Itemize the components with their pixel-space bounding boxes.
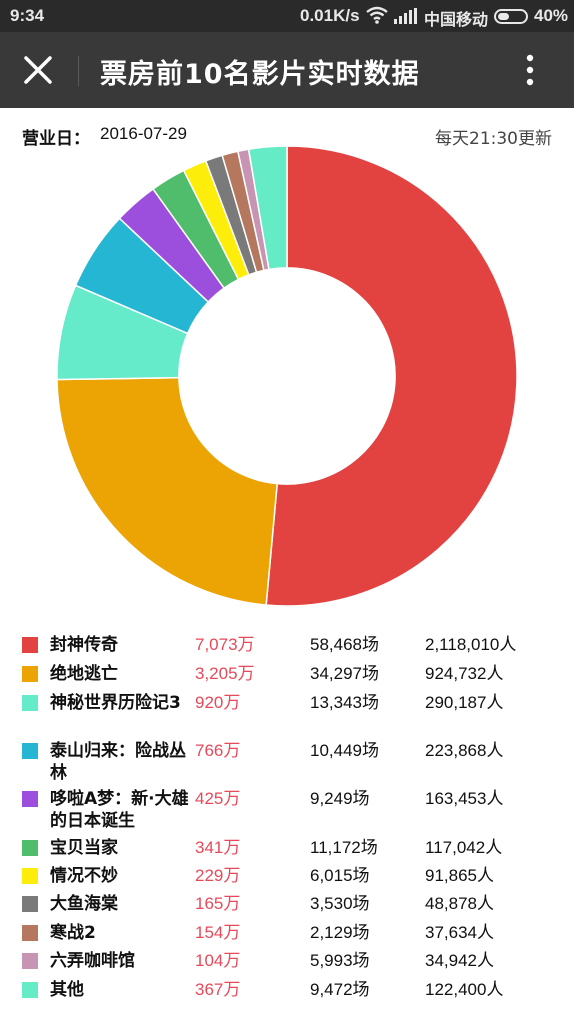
movie-name: 泰山归来：险战丛林 xyxy=(50,741,186,783)
box-office-value: 367万 xyxy=(195,980,241,999)
status-time: 9:34 xyxy=(10,6,45,25)
business-date-value: 2016-07-29 xyxy=(100,124,187,143)
more-vert-icon[interactable] xyxy=(518,50,542,90)
box-office-value: 104万 xyxy=(195,951,241,970)
legend-swatch xyxy=(22,743,38,759)
carrier-name: 中国移动 xyxy=(424,12,489,29)
movie-name: 六弄咖啡馆 xyxy=(50,951,135,971)
movie-name: 神秘世界历险记3 xyxy=(50,693,181,713)
update-note: 每天21:30更新 xyxy=(435,129,552,149)
donut-slice-0[interactable] xyxy=(265,145,518,607)
legend-swatch xyxy=(22,982,38,998)
shows-count: 2,129场 xyxy=(310,923,370,942)
audience-count: 163,453人 xyxy=(425,789,504,808)
audience-count: 223,868人 xyxy=(425,741,504,760)
movie-name: 其他 xyxy=(50,980,84,1000)
box-office-value: 165万 xyxy=(195,894,241,913)
shows-count: 11,172场 xyxy=(310,838,378,857)
movie-name: 宝贝当家 xyxy=(50,838,118,858)
battery-percent: 40% xyxy=(534,6,569,25)
signal-icon xyxy=(394,8,418,29)
shows-count: 5,993场 xyxy=(310,951,370,970)
box-office-value: 3,205万 xyxy=(195,664,255,683)
audience-count: 34,942人 xyxy=(425,951,494,970)
wifi-icon xyxy=(366,6,388,29)
close-icon[interactable] xyxy=(18,48,58,92)
shows-count: 9,249场 xyxy=(310,789,370,808)
movie-name: 封神传奇 xyxy=(50,635,118,655)
legend-swatch xyxy=(22,695,38,711)
movie-name: 寒战2 xyxy=(50,923,96,943)
movie-name: 哆啦A梦：新·大雄的日本诞生 xyxy=(50,789,189,831)
box-office-value: 766万 xyxy=(195,741,241,760)
shows-count: 3,530场 xyxy=(310,894,370,913)
audience-count: 117,042人 xyxy=(425,838,503,857)
legend-swatch xyxy=(22,840,38,856)
donut-slice-10[interactable] xyxy=(247,145,288,271)
legend-swatch xyxy=(22,637,38,653)
battery-icon xyxy=(494,9,528,24)
shows-count: 10,449场 xyxy=(310,741,379,760)
movie-name: 情况不妙 xyxy=(50,866,118,886)
donut-slice-1[interactable] xyxy=(56,376,279,606)
legend-swatch xyxy=(22,666,38,682)
legend-swatch xyxy=(22,868,38,884)
app-bar: 票房前10名影片实时数据 xyxy=(0,32,574,108)
business-date-label: 营业日： xyxy=(22,129,90,149)
page-title: 票房前10名影片实时数据 xyxy=(100,59,420,90)
box-office-value: 229万 xyxy=(195,866,241,885)
audience-count: 91,865人 xyxy=(425,866,494,885)
shows-count: 9,472场 xyxy=(310,980,370,999)
audience-count: 122,400人 xyxy=(425,980,504,999)
audience-count: 924,732人 xyxy=(425,664,504,683)
network-speed: 0.01K/s xyxy=(300,6,360,25)
audience-count: 37,634人 xyxy=(425,923,494,942)
box-office-value: 341万 xyxy=(195,838,241,857)
legend-swatch xyxy=(22,791,38,807)
movie-name: 大鱼海棠 xyxy=(50,894,118,914)
shows-count: 58,468场 xyxy=(310,635,379,654)
legend-swatch xyxy=(22,896,38,912)
app-bar-divider xyxy=(78,56,79,86)
audience-count: 48,878人 xyxy=(425,894,494,913)
audience-count: 2,118,010人 xyxy=(425,635,517,654)
legend-swatch xyxy=(22,925,38,941)
box-office-donut-chart xyxy=(56,145,518,607)
legend-swatch xyxy=(22,953,38,969)
shows-count: 13,343场 xyxy=(310,693,379,712)
shows-count: 34,297场 xyxy=(310,664,379,683)
audience-count: 290,187人 xyxy=(425,693,504,712)
movie-name: 绝地逃亡 xyxy=(50,664,118,684)
box-office-value: 425万 xyxy=(195,789,241,808)
box-office-value: 920万 xyxy=(195,693,241,712)
box-office-value: 7,073万 xyxy=(195,635,255,654)
shows-count: 6,015场 xyxy=(310,866,370,885)
info-row: 营业日： 2016-07-29 每天21:30更新 xyxy=(0,108,574,154)
box-office-value: 154万 xyxy=(195,923,241,942)
status-bar: 9:34 0.01K/s 中国移动 40% xyxy=(0,0,574,32)
